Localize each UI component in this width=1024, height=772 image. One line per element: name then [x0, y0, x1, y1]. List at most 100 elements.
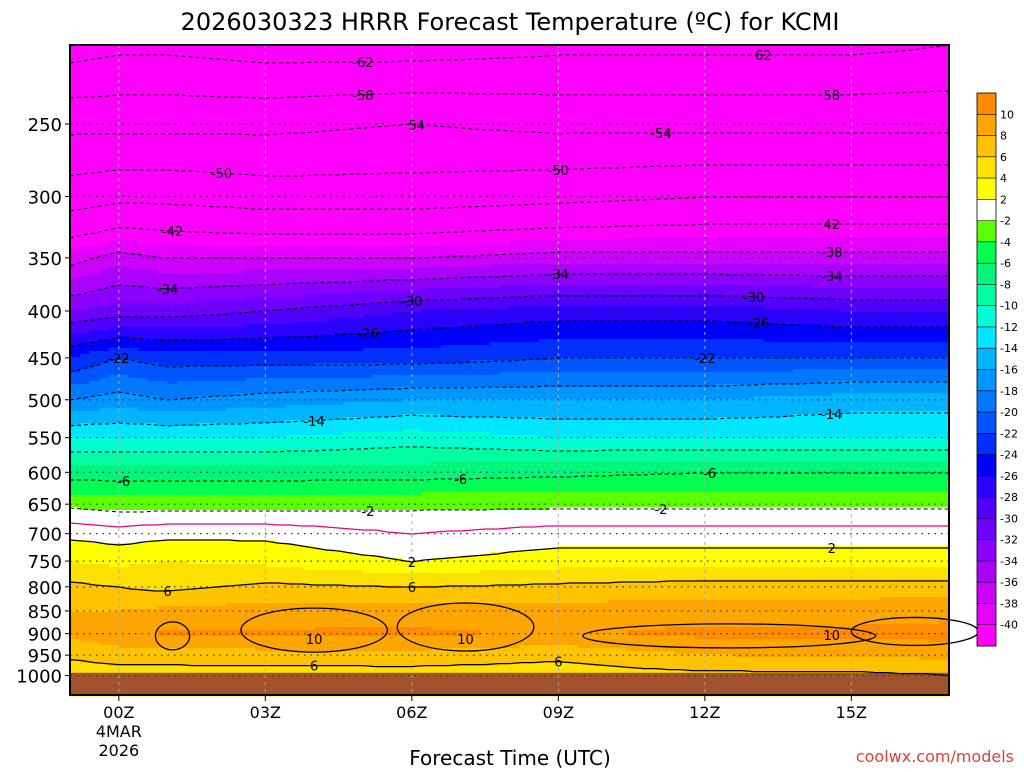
temp-cell [70, 153, 950, 157]
contour-label: 2 [828, 542, 836, 557]
temp-cell [70, 345, 442, 349]
temp-cell [187, 588, 950, 592]
temp-cell [245, 270, 950, 274]
temp-cell [70, 657, 921, 661]
temp-cell [70, 168, 950, 172]
colorbar-label: -24 [1000, 449, 1018, 462]
temp-cell [70, 171, 950, 175]
ground-layer [70, 672, 949, 695]
colorbar-box [977, 93, 996, 115]
temp-cell [70, 240, 110, 244]
pressure-axis: 2503003504004505005506006507007508008509… [16, 115, 70, 688]
temp-cell [70, 519, 950, 523]
temp-cell [70, 585, 120, 589]
contour-label: -34 [548, 268, 569, 283]
temp-cell [70, 84, 950, 88]
temp-cell [89, 318, 335, 322]
temp-cell [70, 393, 100, 397]
temp-cell [519, 252, 950, 256]
temp-cell [70, 396, 91, 400]
temp-cell [70, 165, 950, 169]
temp-cell [70, 333, 335, 337]
temp-cell [70, 249, 950, 253]
temp-cell [128, 375, 374, 379]
colorbar-box [977, 454, 996, 477]
temp-cell [70, 489, 950, 493]
contour-label: 6 [310, 660, 318, 675]
temp-cell [363, 570, 481, 574]
temp-cell [70, 663, 110, 667]
temp-cell [70, 546, 315, 550]
temp-cell [99, 288, 423, 292]
temp-cell [792, 414, 950, 418]
temp-cell [70, 414, 403, 418]
temp-cell [70, 45, 950, 49]
temp-cell [70, 606, 159, 610]
temp-cell [70, 486, 950, 490]
temp-cell [919, 657, 950, 661]
temp-cell [118, 609, 950, 613]
temp-cell [70, 294, 305, 298]
isotherm-line [69, 658, 950, 677]
y-tick-label: 400 [28, 302, 62, 323]
temp-cell [460, 477, 950, 481]
temp-cell [109, 348, 139, 352]
x-date-label: 4MAR [96, 722, 142, 741]
temp-cell [70, 270, 100, 274]
temp-cell [89, 330, 384, 334]
contour-label: -50 [211, 167, 232, 182]
isotherm-line [69, 251, 949, 267]
temp-cell [861, 624, 950, 628]
temp-cell [70, 105, 950, 109]
temp-cell [294, 582, 550, 586]
isotherm-line [69, 320, 949, 348]
contour-label: -14 [304, 415, 325, 430]
temp-cell [70, 462, 432, 466]
temp-cell [382, 555, 462, 559]
temp-cell [499, 372, 950, 376]
contour-label: -26 [357, 327, 378, 342]
temp-cell [275, 309, 423, 313]
temp-cell [70, 63, 950, 67]
temp-cell [157, 630, 481, 634]
temp-cell [70, 435, 286, 439]
contour-label: -50 [548, 164, 569, 179]
temp-cell [70, 54, 950, 58]
temp-cell [109, 303, 345, 307]
temp-cell [343, 303, 950, 307]
colorbar-label: -28 [1000, 491, 1018, 504]
temp-cell [70, 390, 296, 394]
temp-cell [421, 492, 950, 496]
temp-cell [70, 543, 296, 547]
temp-cell [167, 381, 179, 385]
temp-cell [284, 282, 950, 286]
temp-cell [70, 621, 940, 625]
temp-cell [70, 210, 950, 214]
temp-cell [70, 441, 950, 445]
ground-fill [70, 672, 949, 695]
temp-cell [70, 603, 227, 607]
x-tick-label: 09Z [543, 703, 574, 722]
temp-cell [402, 399, 950, 403]
temp-cell [70, 216, 950, 220]
isotherm-10-contour [582, 623, 877, 649]
temperature-field [70, 45, 950, 697]
temp-cell [79, 369, 794, 373]
temp-cell [665, 627, 950, 631]
temp-cell [157, 606, 950, 610]
temp-cell [138, 360, 472, 364]
temp-cell [490, 432, 950, 436]
temp-cell [109, 240, 139, 244]
y-tick-label: 750 [28, 552, 62, 573]
freezing-line [69, 522, 949, 535]
temp-cell [70, 375, 110, 379]
temp-cell [431, 558, 950, 562]
temp-cell [70, 219, 950, 223]
chart-title: 2026030323 HRRR Forecast Temperature (ºC… [181, 8, 840, 36]
temp-cell [245, 297, 462, 301]
colorbar-label: -38 [1000, 597, 1018, 610]
temp-cell [70, 147, 950, 151]
isotherm-line [69, 539, 949, 563]
isotherm-line [69, 164, 949, 177]
